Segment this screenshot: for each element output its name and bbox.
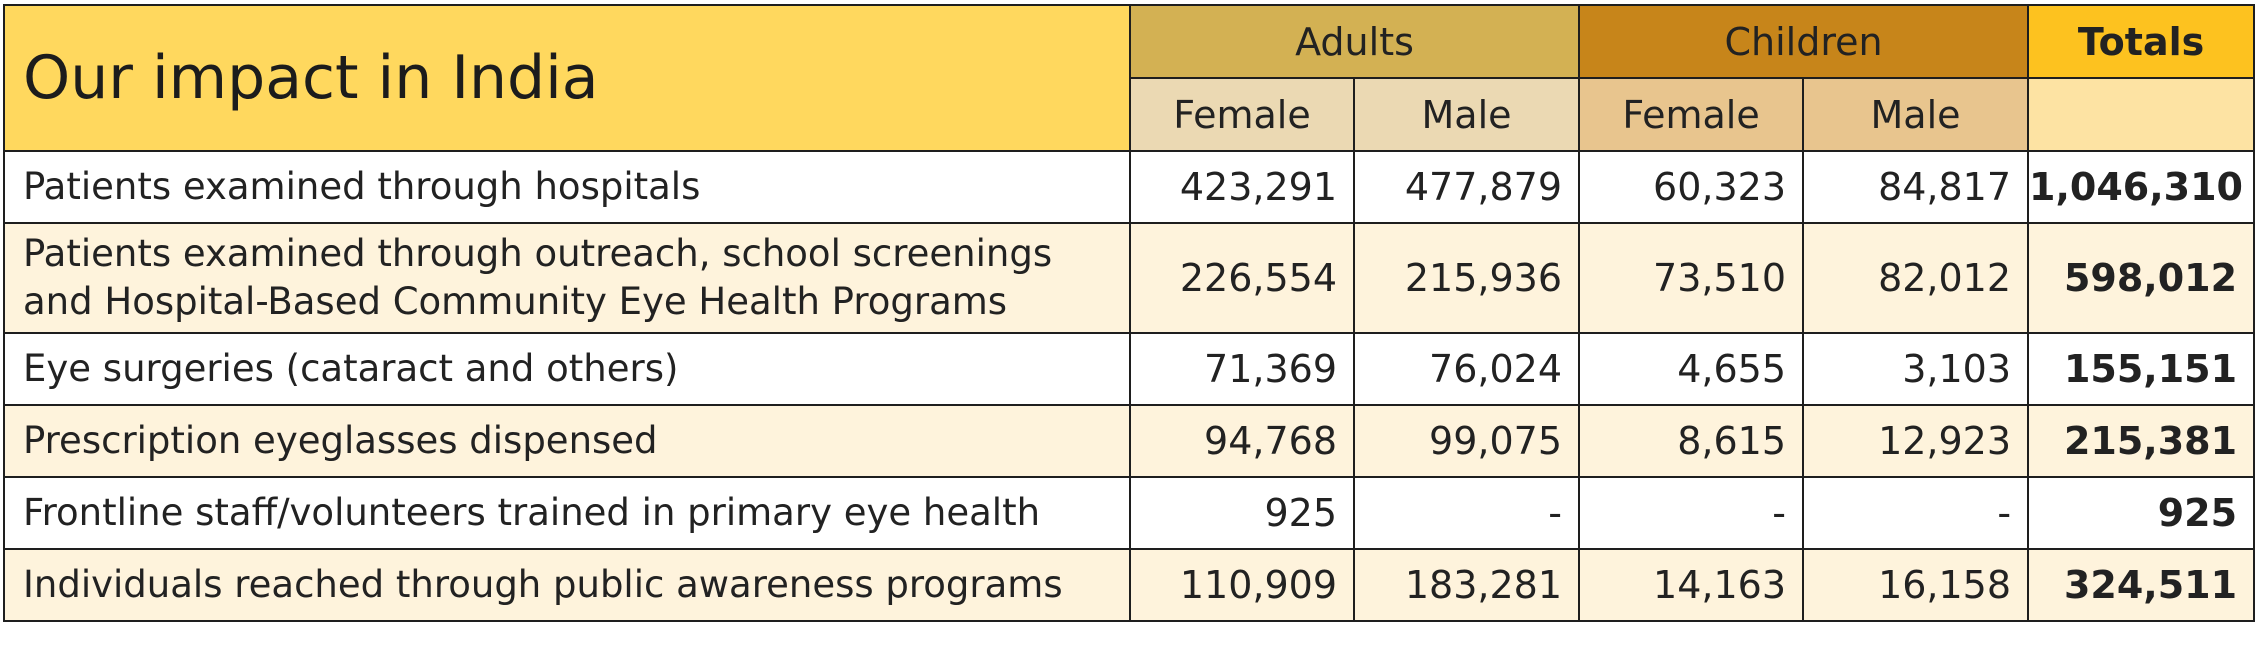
subheader-children-male: Male bbox=[1803, 78, 2028, 151]
cell-children-female: - bbox=[1579, 477, 1803, 549]
cell-adults-male: 76,024 bbox=[1354, 333, 1579, 405]
cell-children-female: 73,510 bbox=[1579, 223, 1803, 333]
row-label: Frontline staff/volunteers trained in pr… bbox=[4, 477, 1130, 549]
cell-total: 598,012 bbox=[2028, 223, 2254, 333]
cell-total: 215,381 bbox=[2028, 405, 2254, 477]
table-row: Prescription eyeglasses dispensed 94,768… bbox=[4, 405, 2254, 477]
row-label: Patients examined through outreach, scho… bbox=[4, 223, 1130, 333]
cell-children-male: 12,923 bbox=[1803, 405, 2028, 477]
cell-children-male: - bbox=[1803, 477, 2028, 549]
cell-adults-female: 71,369 bbox=[1130, 333, 1354, 405]
table-row: Frontline staff/volunteers trained in pr… bbox=[4, 477, 2254, 549]
group-header-totals: Totals bbox=[2028, 5, 2254, 78]
cell-children-female: 4,655 bbox=[1579, 333, 1803, 405]
row-label: Eye surgeries (cataract and others) bbox=[4, 333, 1130, 405]
group-header-adults: Adults bbox=[1130, 5, 1579, 78]
cell-total: 324,511 bbox=[2028, 549, 2254, 621]
table-row: Patients examined through outreach, scho… bbox=[4, 223, 2254, 333]
cell-total: 1,046,310 bbox=[2028, 151, 2254, 223]
cell-children-female: 60,323 bbox=[1579, 151, 1803, 223]
cell-adults-male: 183,281 bbox=[1354, 549, 1579, 621]
cell-children-male: 16,158 bbox=[1803, 549, 2028, 621]
row-label: Prescription eyeglasses dispensed bbox=[4, 405, 1130, 477]
row-label: Patients examined through hospitals bbox=[4, 151, 1130, 223]
table-row: Individuals reached through public aware… bbox=[4, 549, 2254, 621]
subheader-adults-female: Female bbox=[1130, 78, 1354, 151]
cell-children-female: 14,163 bbox=[1579, 549, 1803, 621]
cell-adults-male: 215,936 bbox=[1354, 223, 1579, 333]
cell-adults-male: 477,879 bbox=[1354, 151, 1579, 223]
cell-adults-female: 423,291 bbox=[1130, 151, 1354, 223]
cell-adults-male: - bbox=[1354, 477, 1579, 549]
subheader-adults-male: Male bbox=[1354, 78, 1579, 151]
impact-table: Our impact in India Adults Children Tota… bbox=[3, 4, 2255, 622]
cell-adults-female: 110,909 bbox=[1130, 549, 1354, 621]
cell-children-male: 84,817 bbox=[1803, 151, 2028, 223]
row-label: Individuals reached through public aware… bbox=[4, 549, 1130, 621]
cell-total: 925 bbox=[2028, 477, 2254, 549]
group-header-children: Children bbox=[1579, 5, 2028, 78]
cell-adults-female: 925 bbox=[1130, 477, 1354, 549]
table-title: Our impact in India bbox=[4, 5, 1130, 151]
cell-total: 155,151 bbox=[2028, 333, 2254, 405]
subheader-totals bbox=[2028, 78, 2254, 151]
cell-children-male: 82,012 bbox=[1803, 223, 2028, 333]
impact-table-container: Our impact in India Adults Children Tota… bbox=[3, 4, 2253, 622]
cell-adults-female: 226,554 bbox=[1130, 223, 1354, 333]
table-row: Patients examined through hospitals 423,… bbox=[4, 151, 2254, 223]
cell-children-female: 8,615 bbox=[1579, 405, 1803, 477]
cell-adults-female: 94,768 bbox=[1130, 405, 1354, 477]
cell-children-male: 3,103 bbox=[1803, 333, 2028, 405]
table-row: Eye surgeries (cataract and others) 71,3… bbox=[4, 333, 2254, 405]
cell-adults-male: 99,075 bbox=[1354, 405, 1579, 477]
subheader-children-female: Female bbox=[1579, 78, 1803, 151]
